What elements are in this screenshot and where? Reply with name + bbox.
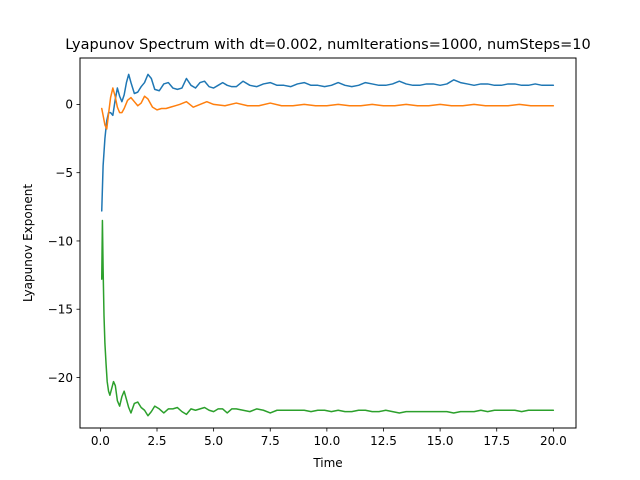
y-tick-label: −20: [48, 371, 73, 385]
y-axis-label: Lyapunov Exponent: [21, 184, 35, 302]
series-line-1: [100, 73, 555, 212]
x-tick-label: 15.0: [427, 434, 454, 448]
x-axis: 0.0 2.5 5.0 7.5 10.0 12.5 15.0 17.5 20.0: [91, 428, 567, 448]
x-tick-label: 20.0: [540, 434, 567, 448]
x-tick-label: 12.5: [370, 434, 397, 448]
axes-frame: [79, 57, 577, 429]
y-axis: 0 −5 −10 −15 −20: [48, 98, 80, 385]
series-line-2: [100, 87, 555, 130]
y-tick-label: −5: [55, 166, 73, 180]
x-axis-label: Time: [312, 456, 342, 470]
x-tick-label: 2.5: [147, 434, 166, 448]
plot-area: [79, 57, 577, 429]
series-layer: [100, 73, 555, 417]
y-tick-label: 0: [65, 98, 73, 112]
x-tick-label: 17.5: [483, 434, 510, 448]
x-tick-label: 10.0: [314, 434, 341, 448]
series-line-3: [100, 219, 555, 417]
x-tick-label: 0.0: [91, 434, 110, 448]
y-tick-label: −10: [48, 234, 73, 248]
y-tick-label: −15: [48, 303, 73, 317]
x-tick-label: 7.5: [261, 434, 280, 448]
x-tick-label: 5.0: [204, 434, 223, 448]
chart-title: Lyapunov Spectrum with dt=0.002, numIter…: [65, 37, 590, 53]
